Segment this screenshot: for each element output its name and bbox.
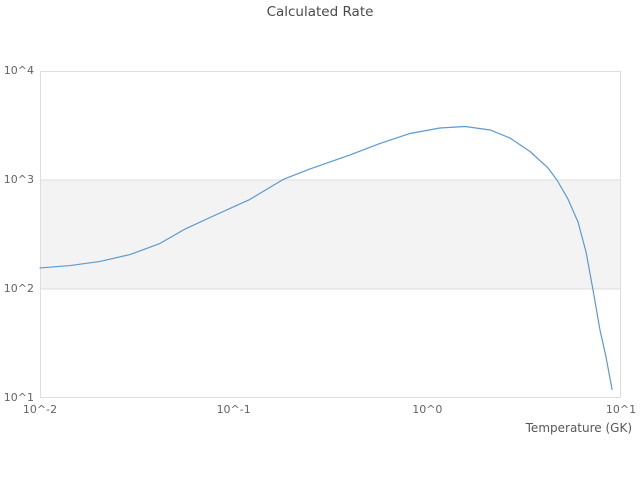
y-tick-label: 10^1 bbox=[3, 391, 34, 404]
x-tick-label: 10^0 bbox=[412, 403, 443, 416]
chart-title: Calculated Rate bbox=[266, 4, 374, 20]
rate-curve bbox=[39, 125, 613, 390]
x-tick-label: 10^-1 bbox=[216, 403, 251, 416]
y-tick-label: 10^2 bbox=[3, 282, 34, 295]
x-tick-label: 10^1 bbox=[605, 403, 637, 416]
grid-band bbox=[40, 180, 621, 289]
x-tick-label: 10^-2 bbox=[22, 403, 58, 416]
x-axis-title: Temperature (GK) bbox=[525, 421, 632, 435]
plot-frame bbox=[40, 71, 621, 398]
y-tick-label: 10^3 bbox=[3, 173, 34, 186]
y-tick-label: 10^4 bbox=[3, 64, 34, 77]
